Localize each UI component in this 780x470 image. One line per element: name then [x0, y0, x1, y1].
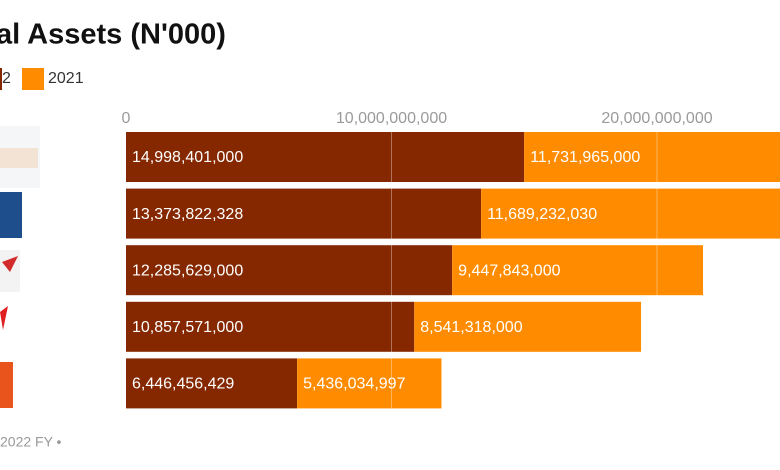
x-tick-label: 10,000,000,000 — [336, 110, 447, 127]
logo — [0, 306, 8, 330]
logos — [0, 126, 40, 408]
bar-segment — [126, 188, 482, 239]
bar-segment — [126, 358, 298, 409]
value-label: 6,446,456,429 — [132, 376, 234, 393]
value-label: 11,731,965,000 — [530, 149, 640, 166]
source-note: 2022 FY • — [0, 434, 62, 450]
chart-title: al Assets (N'000) — [0, 19, 226, 51]
bar-segment — [126, 245, 453, 296]
logo — [2, 256, 18, 272]
legend-swatch — [0, 68, 2, 90]
value-label: 5,436,034,997 — [303, 376, 405, 393]
legend-label: 2 — [2, 70, 11, 87]
logo — [0, 126, 40, 188]
logo — [0, 192, 22, 238]
bar-segment — [524, 132, 780, 182]
value-label: 14,998,401,000 — [132, 149, 243, 166]
value-label: 12,285,629,000 — [132, 262, 243, 279]
logo — [0, 148, 38, 168]
x-tick-label: 20,000,000,000 — [601, 110, 712, 127]
logo — [0, 362, 13, 408]
bar-segment — [414, 301, 642, 352]
value-label: 11,689,232,030 — [487, 206, 597, 223]
legend-label: 2021 — [48, 70, 84, 87]
value-label: 10,857,571,000 — [132, 319, 243, 336]
bar-segment — [297, 358, 442, 409]
legend-swatch — [22, 68, 44, 90]
bar-segment — [126, 132, 525, 182]
x-tick-label: 0 — [122, 110, 131, 127]
value-label: 8,541,318,000 — [420, 319, 522, 336]
value-label: 9,447,843,000 — [458, 262, 560, 279]
bar-segment — [481, 188, 780, 239]
value-label: 13,373,822,328 — [132, 206, 243, 223]
bar-segment — [452, 245, 704, 296]
bar-segment — [126, 301, 415, 352]
